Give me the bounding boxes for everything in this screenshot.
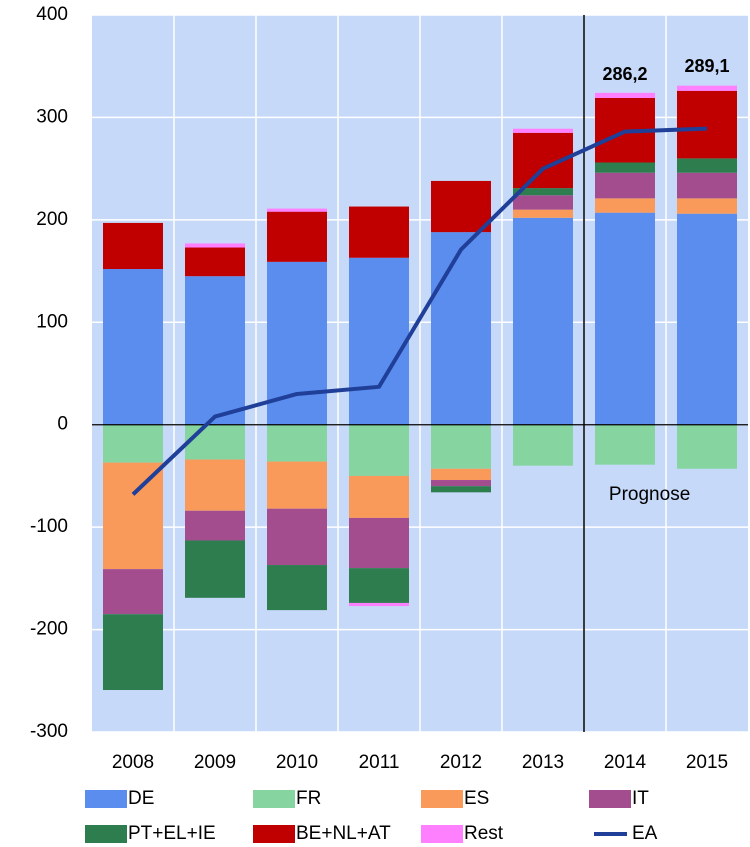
x-tick-label: 2009 (194, 752, 236, 773)
bar-segment (349, 424, 409, 476)
bar-segment (185, 276, 245, 425)
bar-segment (677, 198, 737, 214)
bar-segment (677, 424, 737, 469)
bar-segment (267, 208, 327, 212)
y-tick-label: 300 (36, 106, 68, 127)
y-tick-label: 0 (57, 414, 68, 435)
y-tick-label: 400 (36, 4, 68, 25)
bar-segment (349, 257, 409, 425)
bar-segment (431, 468, 491, 481)
bar-segment (595, 172, 655, 199)
bar-segment (349, 206, 409, 258)
bar-segment (349, 517, 409, 569)
y-tick-label: -100 (30, 516, 68, 537)
x-tick-label: 2010 (276, 752, 318, 773)
bar-segment (267, 461, 327, 509)
bar-segment (513, 188, 573, 196)
bar-segment (677, 158, 737, 173)
line-series (131, 126, 708, 496)
x-tick-label: 2008 (112, 752, 154, 773)
bar-segment (677, 85, 737, 91)
bar-segment (103, 462, 163, 570)
bar-segment (185, 510, 245, 541)
bar-segment (185, 243, 245, 248)
legend-swatch (589, 790, 631, 808)
legend-label: FR (296, 788, 321, 809)
bar-segment (103, 569, 163, 615)
bar-segment (267, 211, 327, 262)
bar-segment (349, 602, 409, 607)
legend-swatch (253, 790, 295, 808)
bar-segment (103, 269, 163, 425)
x-tick-label: 2015 (686, 752, 728, 773)
y-tick-label: -200 (30, 619, 68, 640)
x-tick-label: 2012 (440, 752, 482, 773)
legend-label: EA (632, 823, 658, 844)
bar-segment (513, 217, 573, 425)
legend-label: ES (464, 788, 489, 809)
bar-segment (431, 232, 491, 425)
bar-segment (185, 540, 245, 598)
x-tick-label: 2014 (604, 752, 647, 773)
bar-segment (513, 424, 573, 466)
y-tick-label: 200 (36, 209, 68, 230)
y-tick-label: 100 (36, 311, 68, 332)
data-label: 286,2 (602, 64, 647, 84)
legend-label: DE (128, 788, 154, 809)
legend-swatch (421, 790, 463, 808)
legend-swatch (253, 825, 295, 843)
bar-segment (349, 475, 409, 518)
bar-segment (431, 424, 491, 469)
bar-segment (513, 128, 573, 133)
bar-segment (595, 92, 655, 98)
bar-segment (513, 209, 573, 218)
bar-segment (267, 508, 327, 566)
bar-segment (513, 195, 573, 210)
bar-segment (267, 424, 327, 462)
legend-label: PT+EL+IE (128, 823, 216, 844)
bar-segment (595, 212, 655, 425)
bar-segment (677, 213, 737, 425)
bar-segment (185, 247, 245, 277)
bar-segment (431, 486, 491, 493)
bar-segment (103, 614, 163, 691)
legend-swatch (421, 825, 463, 843)
x-tick-label: 2013 (522, 752, 564, 773)
annotation: Prognose (609, 484, 690, 505)
bar-segment (267, 565, 327, 611)
data-label: 289,1 (684, 56, 729, 76)
bar-segment (677, 90, 737, 159)
legend-swatch (85, 825, 127, 843)
bar-segment (677, 172, 737, 199)
legend-label: IT (632, 788, 649, 809)
bar-segment (595, 162, 655, 173)
bar-segment (185, 424, 245, 460)
bar-segment (103, 424, 163, 463)
bar-segment (595, 198, 655, 213)
x-tick-label: 2011 (359, 752, 400, 773)
legend-label: Rest (464, 823, 504, 844)
bar-segment (431, 480, 491, 487)
y-tick-label: -300 (30, 721, 68, 742)
bar-segment (185, 459, 245, 511)
bar-segment (595, 424, 655, 465)
bar-segment (103, 222, 163, 270)
bar-segment (349, 568, 409, 603)
legend-swatch (85, 790, 127, 808)
bar-segment (431, 180, 491, 233)
legend-label: BE+NL+AT (296, 823, 391, 844)
